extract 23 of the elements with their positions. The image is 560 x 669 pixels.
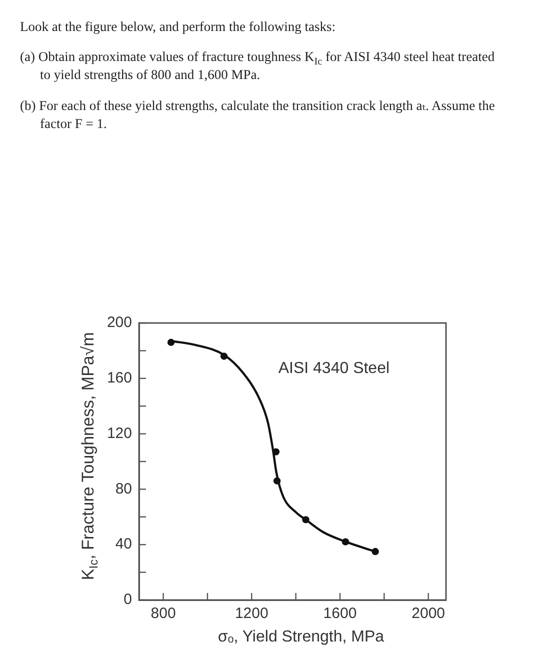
point	[372, 548, 379, 556]
point	[167, 338, 175, 346]
y-tick-label: 0	[124, 591, 132, 608]
y-tick-label: 40	[115, 536, 132, 553]
y-tick-label: 200	[106, 314, 132, 332]
y-axis-title: KIc, Fracture Toughness, MPa√m	[78, 332, 100, 580]
y-tick-label: 120	[106, 424, 132, 442]
point	[302, 516, 310, 524]
point	[342, 538, 350, 546]
x-tick-label: 2000	[412, 605, 446, 622]
x-tick-label: 1600	[323, 605, 357, 622]
point	[220, 352, 228, 360]
text: (a) Obtain approximate values of fracture toughness K$_{Ic}$ for AISI 4340 steel heat treated to yield strengths of 800 and 1,600 MPa.	[20, 49, 495, 82]
point	[272, 448, 280, 456]
text: (b) For each of these yield strengths, calculate the transition crack length aₜ. Assume the factor F = 1.	[20, 97, 496, 133]
point	[273, 477, 281, 484]
x-axis-title: σₒ, Yield Strength, MPa	[218, 628, 384, 646]
y-tick-label: 160	[106, 370, 132, 387]
y-tick-label: 80	[115, 480, 132, 498]
x-tick-label: 1200	[234, 605, 268, 622]
series-label: AISI 4340 Steel	[278, 360, 390, 377]
chart-title: Look at the figure below, and perform the following tasks:	[20, 18, 337, 36]
x-tick-label: 800	[150, 605, 176, 622]
